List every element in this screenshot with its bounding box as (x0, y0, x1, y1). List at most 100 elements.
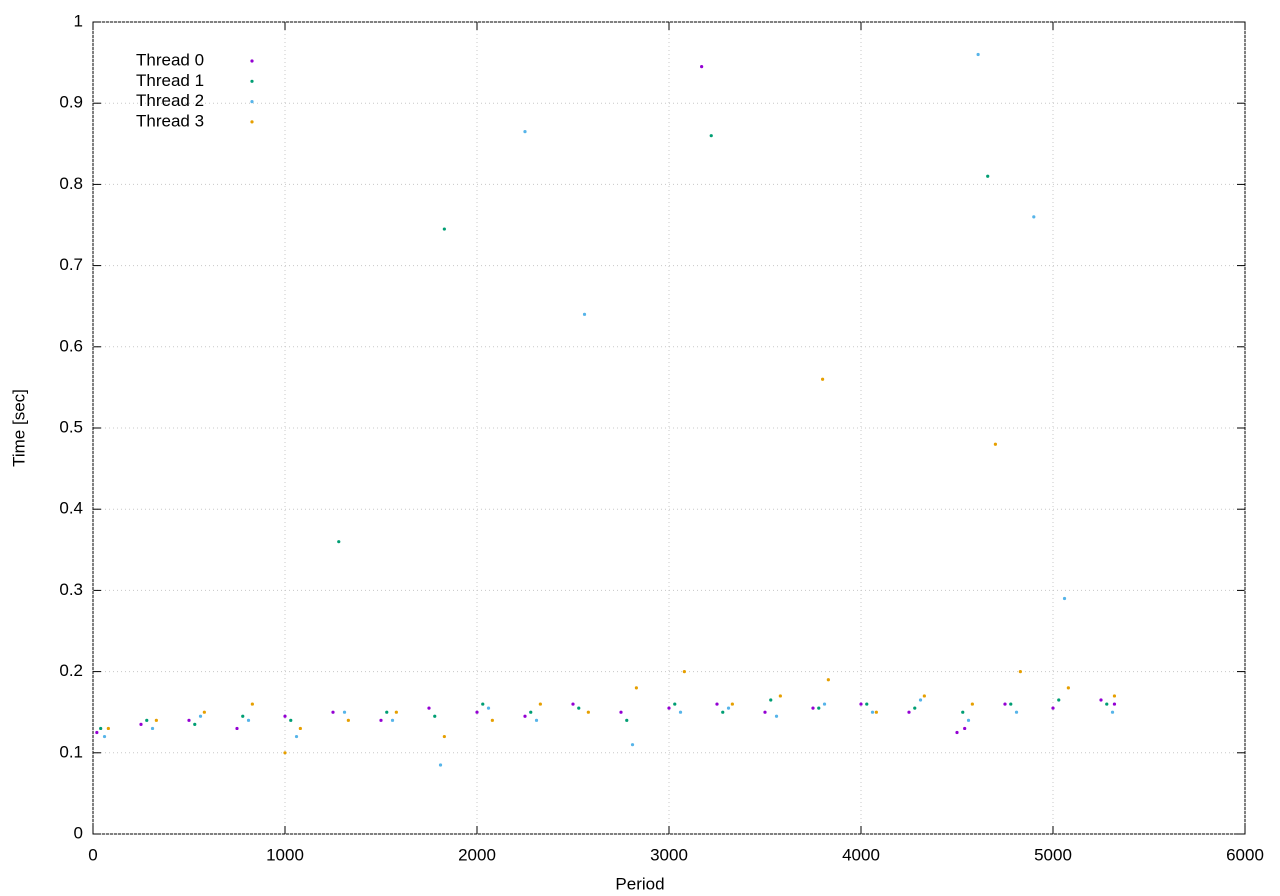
y-axis-label: Time [sec] (9, 389, 28, 467)
point (529, 710, 533, 714)
point (619, 710, 623, 714)
x-tick-label: 3000 (650, 845, 688, 864)
point (715, 702, 719, 706)
point (379, 718, 383, 722)
y-tick-label: 0.3 (59, 580, 83, 599)
x-axis-label: Period (615, 874, 664, 893)
point (235, 726, 239, 731)
point (774, 714, 779, 718)
point (1110, 710, 1115, 714)
point (721, 710, 725, 714)
point (385, 710, 389, 714)
point (700, 65, 704, 69)
point (976, 52, 980, 57)
y-tick-label: 0.8 (59, 174, 83, 193)
point (438, 763, 443, 767)
point (139, 722, 143, 726)
legend-label: Thread 3 (136, 111, 204, 130)
point (1014, 710, 1019, 714)
point (193, 722, 197, 726)
x-tick-label: 6000 (1226, 845, 1264, 864)
point (442, 227, 446, 231)
point (1112, 702, 1117, 706)
x-tick-label: 5000 (1034, 845, 1072, 864)
point (817, 706, 821, 710)
point (390, 718, 395, 722)
point (427, 706, 431, 710)
point (523, 714, 527, 718)
point (198, 714, 203, 718)
x-tick-label: 4000 (842, 845, 880, 864)
y-tick-label: 0.6 (59, 336, 83, 355)
y-tick-label: 0 (74, 823, 83, 842)
point (821, 377, 825, 381)
y-tick-label: 0.1 (59, 742, 83, 761)
point (822, 702, 827, 706)
point (859, 702, 863, 706)
y-tick-label: 0.7 (59, 255, 83, 274)
legend-marker (250, 100, 254, 104)
point (187, 718, 191, 722)
point (1018, 670, 1022, 674)
point (634, 686, 638, 690)
point (150, 726, 155, 731)
point (1112, 694, 1117, 698)
point (99, 726, 103, 731)
point (966, 718, 971, 722)
point (913, 706, 917, 710)
point (154, 718, 158, 722)
point (1009, 702, 1013, 706)
y-tick-label: 0.4 (59, 499, 83, 518)
point (283, 714, 287, 718)
point (1062, 596, 1067, 601)
point (346, 718, 350, 722)
point (986, 174, 990, 178)
legend-label: Thread 0 (136, 50, 204, 69)
point (1099, 698, 1103, 702)
point (523, 130, 527, 134)
point (922, 694, 926, 698)
point (955, 730, 959, 735)
point (625, 718, 629, 722)
point (870, 710, 875, 714)
point (202, 710, 206, 714)
point (394, 710, 398, 714)
point (769, 698, 773, 702)
point (1057, 698, 1061, 702)
point (993, 442, 998, 446)
point (970, 702, 974, 706)
point (481, 702, 485, 706)
y-tick-label: 1 (74, 11, 83, 30)
point (778, 694, 782, 698)
point (963, 726, 967, 731)
point (294, 734, 299, 739)
legend-marker (250, 120, 254, 124)
point (475, 710, 479, 714)
legend-label: Thread 2 (136, 91, 204, 110)
point (433, 714, 437, 718)
point (486, 706, 491, 710)
point (577, 706, 581, 710)
x-tick-label: 0 (88, 845, 97, 864)
point (1105, 702, 1109, 706)
point (490, 718, 494, 722)
point (298, 726, 302, 731)
point (1066, 686, 1070, 690)
point (95, 730, 99, 735)
point (961, 710, 965, 714)
point (630, 743, 635, 747)
point (538, 702, 542, 706)
point (709, 134, 713, 138)
legend-marker (250, 59, 254, 63)
point (826, 678, 830, 682)
legend-marker (250, 79, 254, 83)
point (673, 702, 677, 706)
point (678, 710, 683, 714)
point (730, 702, 734, 706)
point (337, 540, 341, 544)
point (289, 718, 293, 722)
point (250, 702, 254, 706)
point (667, 706, 671, 710)
point (582, 312, 587, 316)
